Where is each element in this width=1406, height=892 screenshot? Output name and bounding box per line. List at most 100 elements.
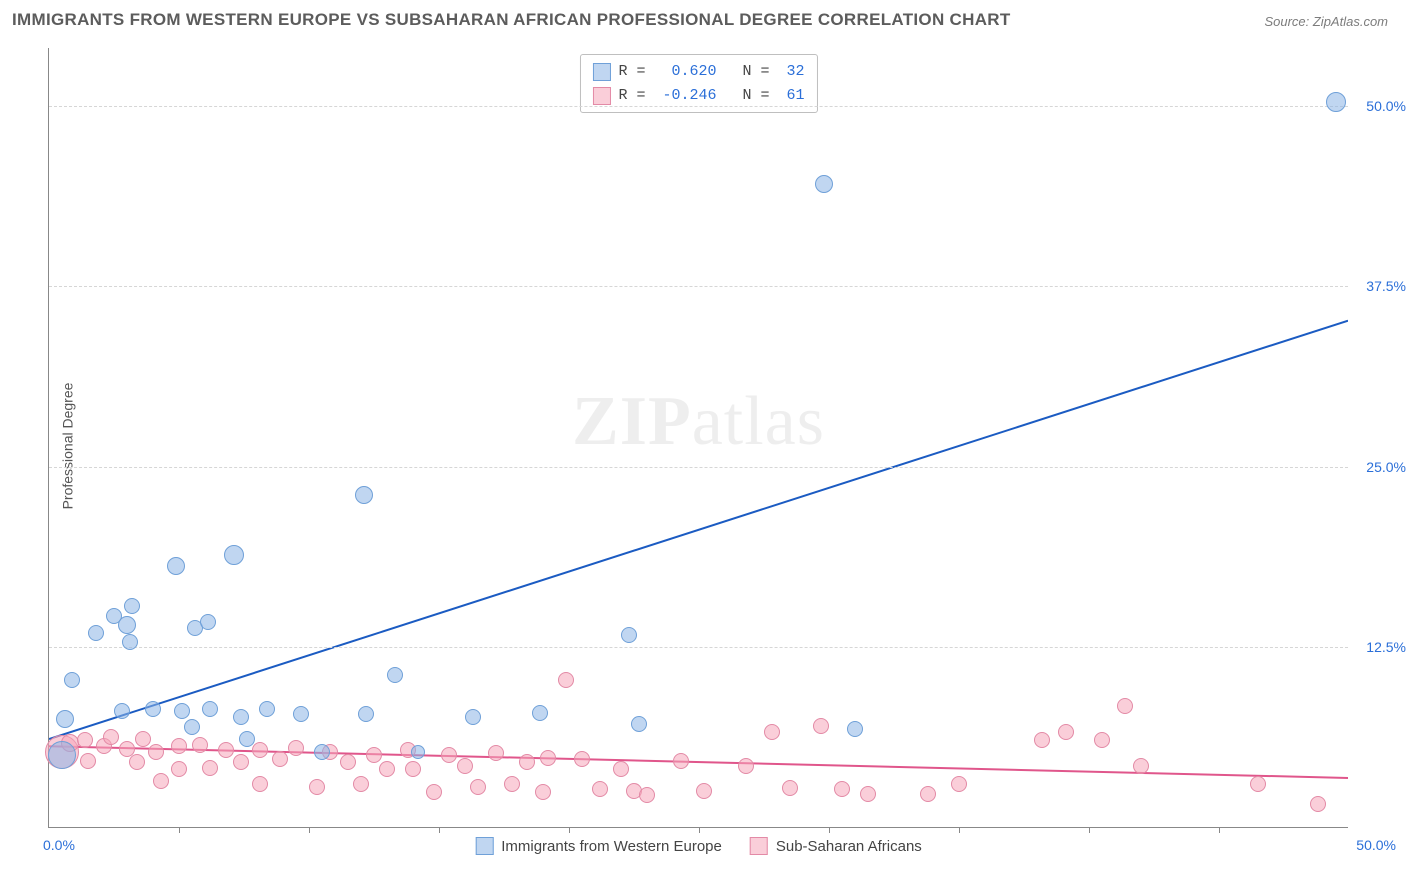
stats-r-value-1: -0.246 (653, 84, 716, 108)
data-point (488, 745, 504, 761)
x-tick (569, 827, 570, 833)
chart-title: IMMIGRANTS FROM WESTERN EUROPE VS SUBSAH… (12, 10, 1011, 30)
data-point (77, 732, 93, 748)
data-point (64, 672, 80, 688)
legend-swatch-1 (750, 837, 768, 855)
data-point (504, 776, 520, 792)
legend-label-1: Sub-Saharan Africans (776, 838, 922, 855)
data-point (558, 672, 574, 688)
data-point (387, 667, 403, 683)
data-point (129, 754, 145, 770)
y-tick-label: 12.5% (1366, 639, 1406, 655)
data-point (233, 754, 249, 770)
x-tick (309, 827, 310, 833)
scatter-plot-area: ZIPatlas R = 0.620 N = 32 R = -0.246 N =… (48, 48, 1348, 828)
gridline-horizontal (49, 467, 1348, 468)
x-tick (439, 827, 440, 833)
stats-row-series-0: R = 0.620 N = 32 (592, 60, 804, 84)
data-point (293, 706, 309, 722)
bottom-legend: Immigrants from Western Europe Sub-Sahar… (475, 837, 922, 855)
data-point (340, 754, 356, 770)
x-tick (959, 827, 960, 833)
data-point (148, 744, 164, 760)
data-point (465, 709, 481, 725)
data-point (411, 745, 425, 759)
data-point (532, 705, 548, 721)
data-point (1034, 732, 1050, 748)
data-point (259, 701, 275, 717)
watermark-zip: ZIP (572, 383, 692, 460)
data-point (252, 776, 268, 792)
data-point (167, 557, 185, 575)
legend-item-1: Sub-Saharan Africans (750, 837, 922, 855)
data-point (613, 761, 629, 777)
data-point (272, 751, 288, 767)
data-point (470, 779, 486, 795)
data-point (631, 716, 647, 732)
data-point (574, 751, 590, 767)
data-point (920, 786, 936, 802)
data-point (696, 783, 712, 799)
data-point (834, 781, 850, 797)
legend-swatch-0 (475, 837, 493, 855)
data-point (621, 627, 637, 643)
data-point (540, 750, 556, 766)
data-point (847, 721, 863, 737)
data-point (124, 598, 140, 614)
data-point (457, 758, 473, 774)
legend-label-0: Immigrants from Western Europe (501, 838, 722, 855)
data-point (592, 781, 608, 797)
data-point (224, 545, 244, 565)
data-point (103, 729, 119, 745)
data-point (288, 740, 304, 756)
x-tick (1089, 827, 1090, 833)
data-point (813, 718, 829, 734)
data-point (355, 486, 373, 504)
data-point (1133, 758, 1149, 774)
data-point (171, 761, 187, 777)
y-tick-label: 50.0% (1366, 98, 1406, 114)
legend-item-0: Immigrants from Western Europe (475, 837, 722, 855)
data-point (309, 779, 325, 795)
data-point (379, 761, 395, 777)
stats-r-label: R = (618, 60, 645, 84)
x-tick (1219, 827, 1220, 833)
stats-r-label: R = (618, 84, 645, 108)
data-point (860, 786, 876, 802)
stats-n-label: N = (725, 60, 770, 84)
data-point (88, 625, 104, 641)
data-point (135, 731, 151, 747)
data-point (252, 742, 268, 758)
data-point (171, 738, 187, 754)
data-point (118, 616, 136, 634)
data-point (519, 754, 535, 770)
data-point (314, 744, 330, 760)
data-point (1058, 724, 1074, 740)
y-tick-label: 37.5% (1366, 278, 1406, 294)
swatch-series-1 (592, 87, 610, 105)
data-point (239, 731, 255, 747)
data-point (174, 703, 190, 719)
watermark-atlas: atlas (692, 383, 825, 460)
data-point (815, 175, 833, 193)
data-point (233, 709, 249, 725)
data-point (782, 780, 798, 796)
y-tick-label: 25.0% (1366, 459, 1406, 475)
data-point (122, 634, 138, 650)
data-point (80, 753, 96, 769)
x-tick (179, 827, 180, 833)
data-point (426, 784, 442, 800)
data-point (764, 724, 780, 740)
source-attribution: Source: ZipAtlas.com (1264, 14, 1388, 29)
stats-legend-box: R = 0.620 N = 32 R = -0.246 N = 61 (579, 54, 817, 113)
data-point (353, 776, 369, 792)
data-point (200, 614, 216, 630)
gridline-horizontal (49, 286, 1348, 287)
data-point (738, 758, 754, 774)
data-point (673, 753, 689, 769)
data-point (358, 706, 374, 722)
watermark: ZIPatlas (572, 382, 825, 462)
stats-r-value-0: 0.620 (653, 60, 716, 84)
x-axis-origin-label: 0.0% (43, 837, 75, 853)
data-point (218, 742, 234, 758)
